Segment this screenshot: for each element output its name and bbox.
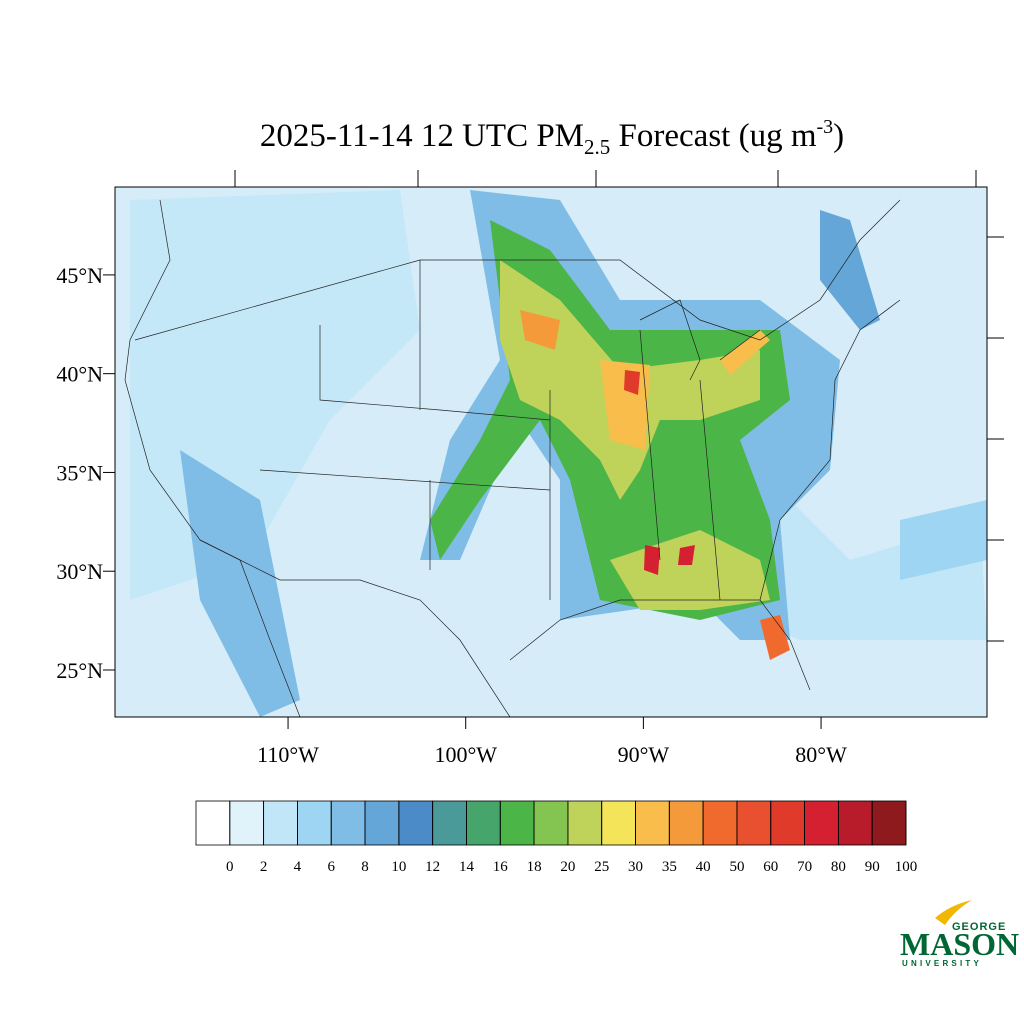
colorbar-label: 60: [763, 859, 778, 875]
lon-tick-label: 100°W: [434, 742, 497, 767]
colorbar-box: [297, 800, 332, 846]
colorbar-box: [871, 800, 907, 846]
lat-tick-label: 45°N: [56, 263, 103, 288]
colorbar-label: 18: [527, 859, 542, 875]
colorbar-box: [466, 800, 501, 846]
colorbar-label: 0: [226, 859, 234, 875]
colorbar-box: [702, 800, 738, 846]
title-middle: Forecast (ug m: [610, 118, 817, 154]
colorbar-box: [195, 800, 231, 846]
colorbar-box: [330, 800, 366, 846]
colorbar-label: 20: [560, 859, 575, 875]
colorbar-label: 50: [729, 859, 744, 875]
colorbar-box: [837, 800, 873, 846]
colorbar-label: 16: [493, 859, 509, 875]
colorbar-label: 12: [425, 859, 440, 875]
boundaries: [124, 199, 901, 718]
logo-bottom: UNIVERSITY: [902, 959, 982, 968]
colorbar-label: 90: [865, 859, 880, 875]
colorbar-label: 100: [895, 859, 918, 875]
lon-tick-label: 80°W: [795, 742, 847, 767]
colorbar-label: 8: [361, 859, 369, 875]
lat-tick-label: 35°N: [56, 460, 103, 485]
colorbar-box: [398, 800, 434, 846]
colorbar-box: [635, 800, 670, 846]
colorbar-box: [736, 800, 772, 846]
colorbar-box: [263, 800, 298, 846]
colorbar-label: 70: [797, 859, 812, 875]
colorbar-box: [601, 800, 636, 846]
colorbar-box: [533, 800, 569, 846]
title-sup: -3: [816, 116, 833, 138]
logo-name: MASON: [900, 926, 1019, 962]
colorbar-label: 25: [594, 859, 609, 875]
title: 2025-11-14 12 UTC PM2.5 Forecast (ug m-3…: [260, 116, 844, 159]
map-field: [115, 187, 987, 717]
colorbar-label: 10: [391, 859, 406, 875]
map-frame: [114, 186, 988, 718]
title-sub: 2.5: [584, 135, 610, 159]
colorbar-box: [567, 800, 603, 846]
colorbar-box: [364, 800, 400, 846]
title-main: 2025-11-14 12 UTC PM: [260, 118, 584, 154]
lat-tick-label: 40°N: [56, 362, 103, 387]
colorbar-label: 35: [662, 859, 677, 875]
lat-tick-label: 30°N: [56, 559, 103, 584]
logo-top: GEORGE: [952, 921, 1006, 933]
colorbar-label: 2: [260, 859, 268, 875]
colorbar-box: [499, 800, 535, 846]
colorbar-label: 30: [628, 859, 643, 875]
colorbar-label: 6: [327, 859, 335, 875]
colorbar-box: [804, 800, 839, 846]
logo: GEORGE MASON UNIVERSITY: [900, 900, 1019, 968]
colorbar-label: 40: [696, 859, 711, 875]
lon-tick-label: 110°W: [257, 742, 319, 767]
colorbar-box: [668, 800, 704, 846]
projection-ticks: [234, 170, 1004, 642]
colorbar-box: [432, 800, 467, 846]
colorbar-box: [229, 800, 265, 846]
lon-tick-label: 90°W: [618, 742, 670, 767]
colorbar-label: 4: [294, 859, 302, 875]
lat-tick-label: 25°N: [56, 658, 103, 683]
title-end: ): [833, 118, 844, 154]
colorbar-box: [770, 800, 805, 846]
colorbar-label: 14: [459, 859, 475, 875]
colorbar-label: 80: [831, 859, 846, 875]
